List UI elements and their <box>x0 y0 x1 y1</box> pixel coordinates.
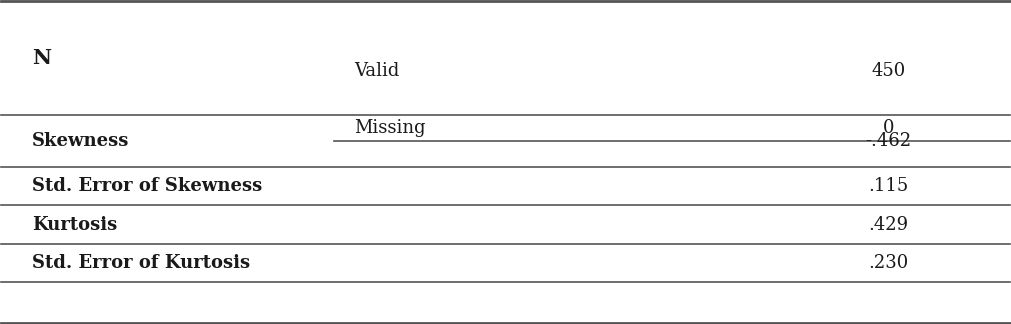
Text: Missing: Missing <box>354 119 426 137</box>
Text: 450: 450 <box>871 62 906 80</box>
Text: .429: .429 <box>868 216 909 234</box>
Text: N: N <box>31 48 51 68</box>
Text: Kurtosis: Kurtosis <box>31 216 117 234</box>
Text: Std. Error of Skewness: Std. Error of Skewness <box>31 177 262 195</box>
Text: Std. Error of Kurtosis: Std. Error of Kurtosis <box>31 254 250 272</box>
Text: .230: .230 <box>868 254 909 272</box>
Text: 0: 0 <box>883 119 895 137</box>
Text: -.462: -.462 <box>865 132 912 150</box>
Text: .115: .115 <box>868 177 909 195</box>
Text: Valid: Valid <box>354 62 399 80</box>
Text: Skewness: Skewness <box>31 132 129 150</box>
